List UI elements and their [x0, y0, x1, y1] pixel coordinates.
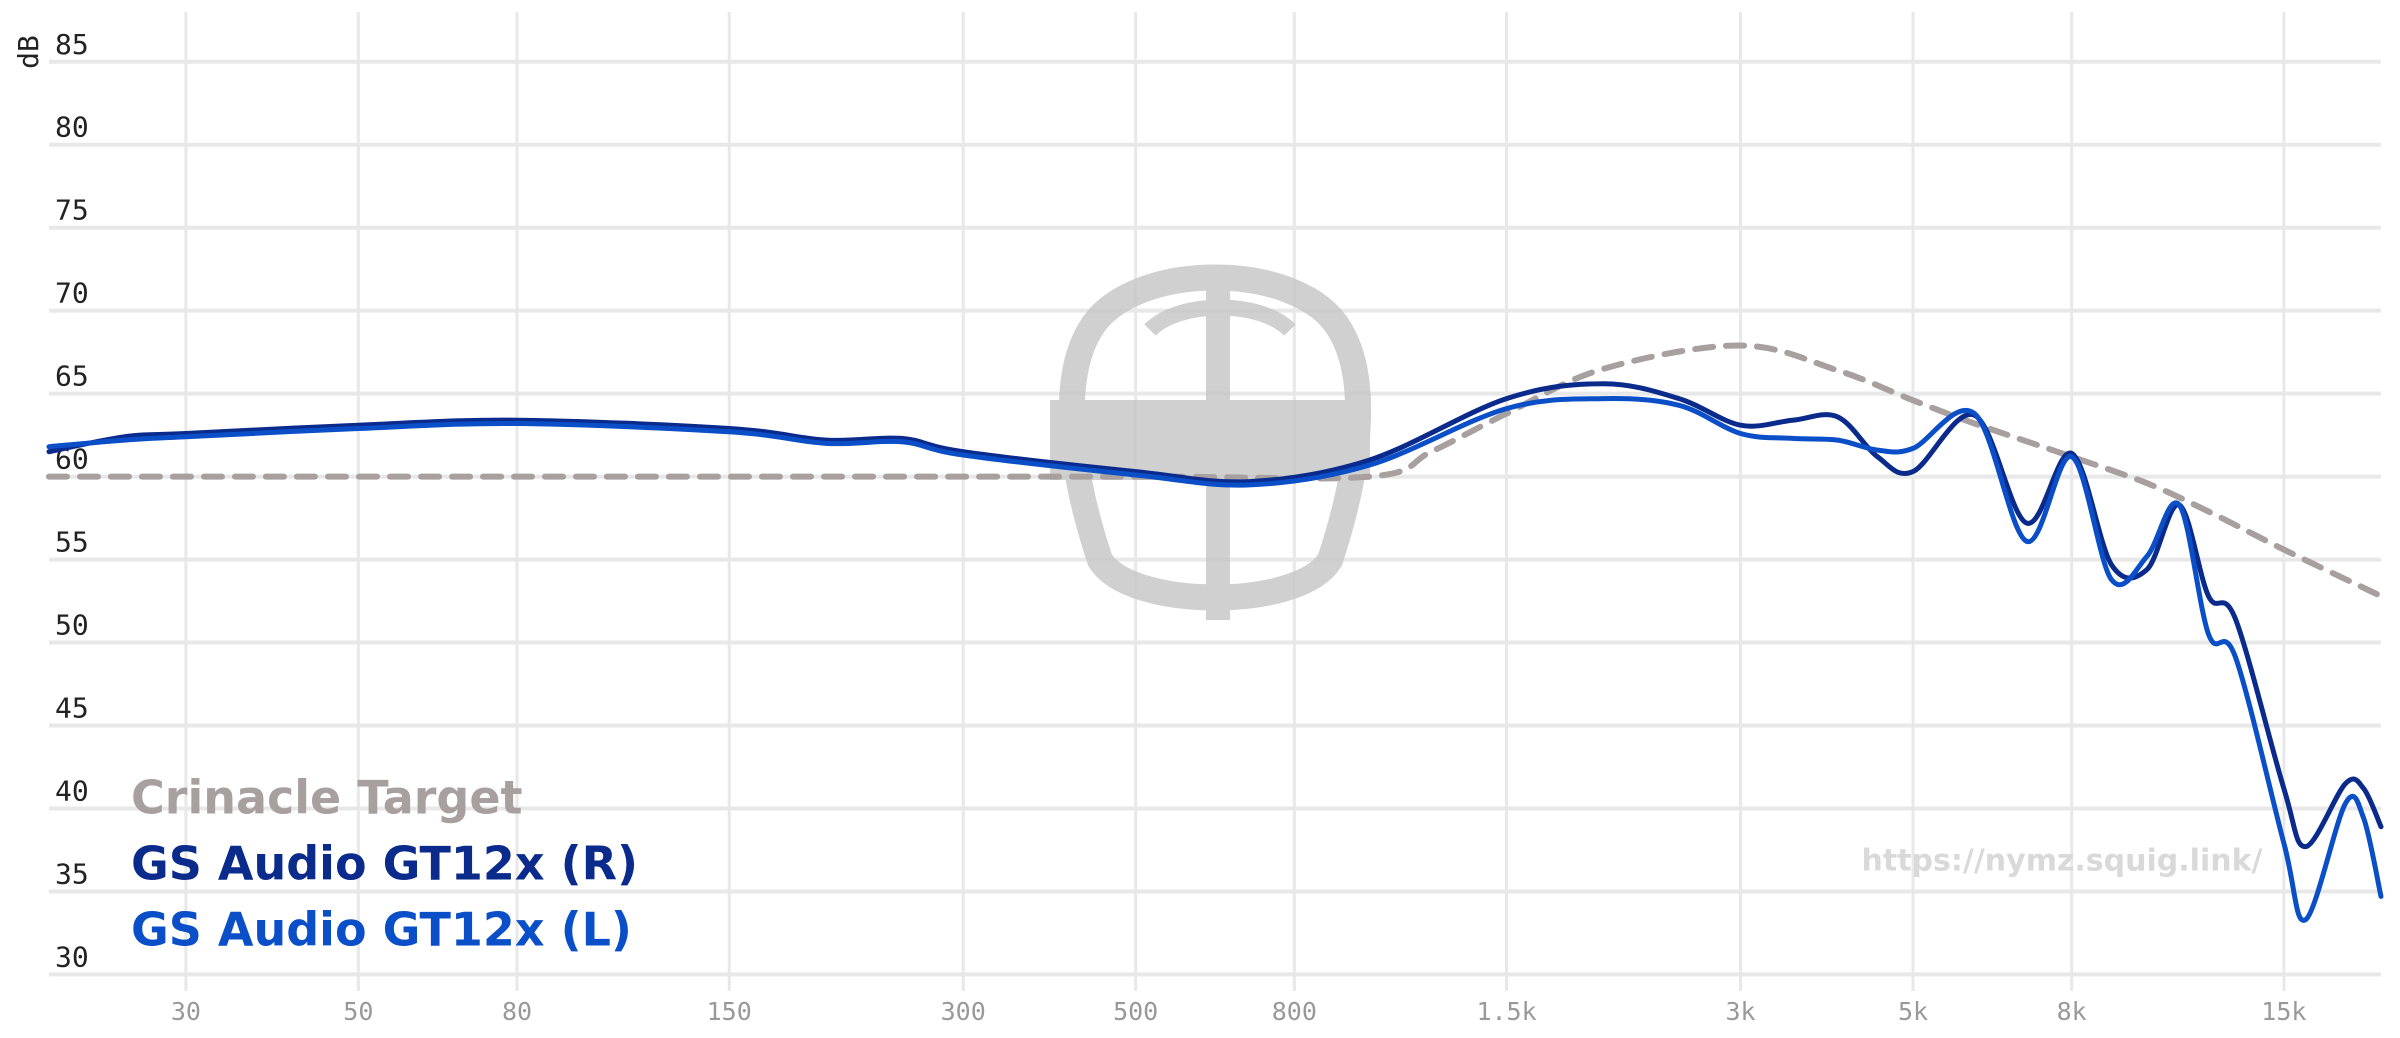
legend: Crinacle Target GS Audio GT12x (R) GS Audi… [131, 771, 638, 957]
y-tick-label: 40 [55, 774, 89, 807]
helmet-outline [1058, 264, 1372, 611]
x-tick-label: 8k [2057, 997, 2087, 1026]
series-line [46, 342, 2384, 600]
legend-entry: GS Audio GT12x (R) [131, 837, 638, 891]
y-axis-label: dB [12, 35, 45, 69]
x-tick-label: 5k [1898, 997, 1928, 1026]
series-line [46, 381, 2384, 850]
series-line [46, 396, 2384, 923]
x-tick-label: 15k [2261, 997, 2306, 1026]
watermark-logo [1050, 264, 1372, 620]
plot-lines [46, 342, 2384, 923]
watermark-url: https://nymz.squig.link/ [1862, 844, 2263, 879]
x-tick-label: 80 [502, 997, 532, 1026]
y-tick-label: 50 [55, 609, 89, 642]
y-tick-label: 85 [55, 28, 89, 61]
helmet-highlight [1144, 299, 1296, 337]
x-tick-label: 300 [941, 997, 986, 1026]
y-tick-label: 70 [55, 277, 89, 310]
x-tick-label: 3k [1725, 997, 1755, 1026]
x-tick-label: 800 [1272, 997, 1317, 1026]
x-tick-label: 30 [171, 997, 201, 1026]
y-tick-label: 45 [55, 692, 89, 725]
x-tick-label: 150 [707, 997, 752, 1026]
y-tick-label: 30 [55, 940, 89, 973]
legend-entry: GS Audio GT12x (L) [131, 903, 632, 957]
y-tick-label: 80 [55, 111, 89, 144]
y-tick-label: 35 [55, 857, 89, 890]
legend-entry: Crinacle Target [131, 771, 523, 825]
x-tick-label: 500 [1113, 997, 1158, 1026]
y-tick-label: 65 [55, 360, 89, 393]
y-tick-label: 55 [55, 526, 89, 559]
x-tick-label: 50 [343, 997, 373, 1026]
x-tick-label: 1.5k [1476, 997, 1536, 1026]
y-tick-label: 75 [55, 194, 89, 227]
